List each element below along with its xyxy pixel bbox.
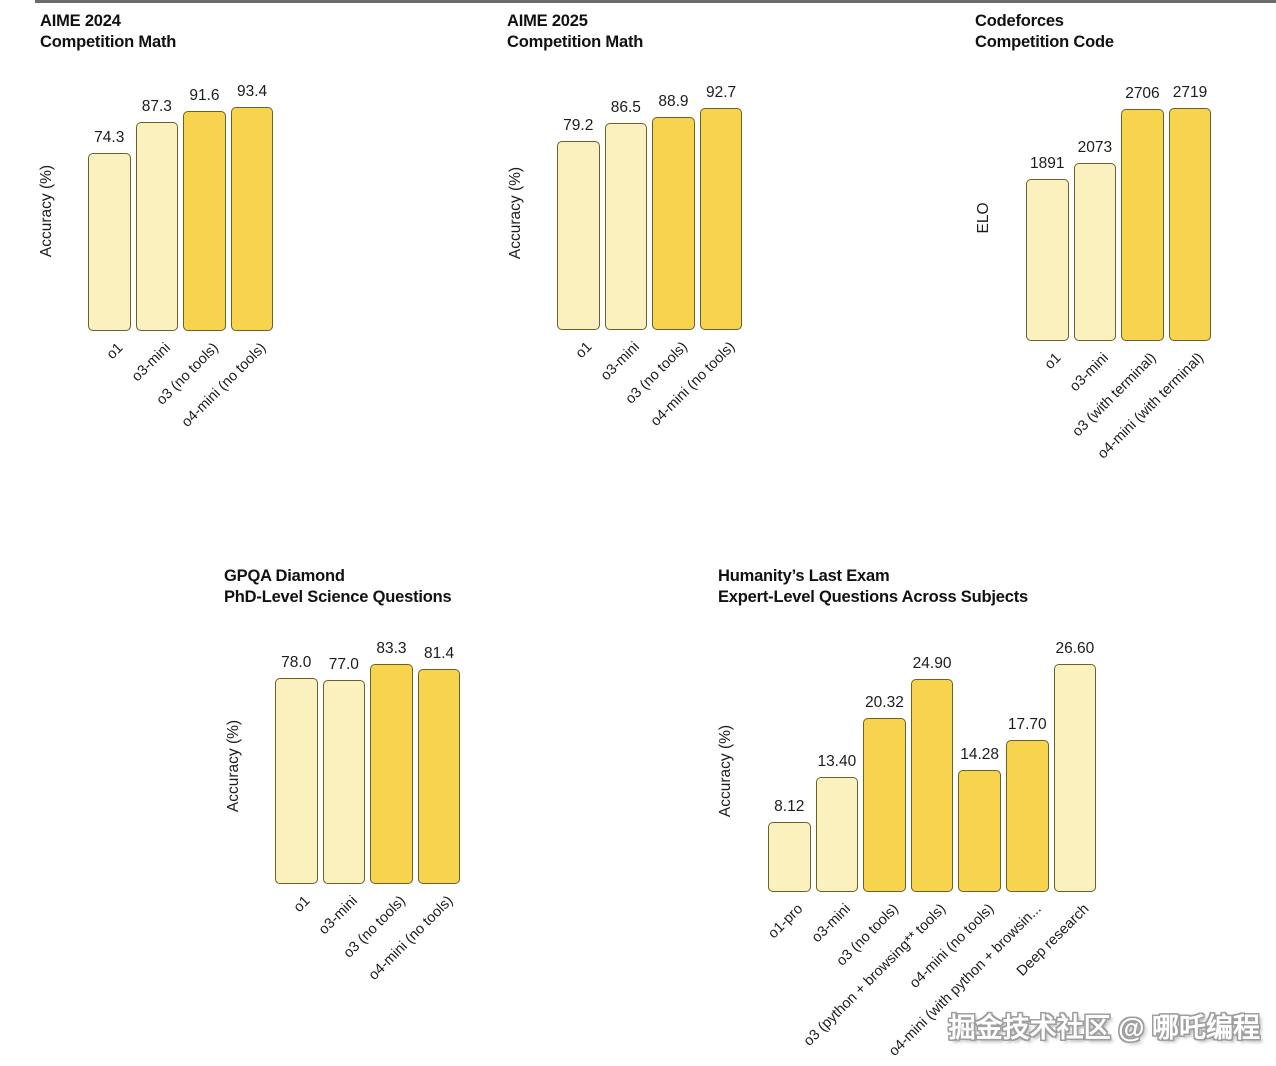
y-axis-label: Accuracy (%)	[717, 724, 734, 818]
chart-title-line: Humanity’s Last Exam	[718, 567, 890, 585]
x-tick-label: o1-pro	[765, 901, 807, 942]
bar	[604, 123, 648, 330]
y-axis-label: ELO	[975, 202, 992, 234]
bar	[88, 153, 131, 331]
x-tick-label: o3-mini	[129, 340, 175, 385]
bar	[135, 122, 179, 331]
bar-value-label: 83.3	[376, 640, 407, 657]
chart-title-line: GPQA Diamond	[224, 567, 345, 585]
bar-value-label: 93.4	[236, 83, 268, 100]
bar-value-label: 24.90	[912, 655, 952, 672]
bar-value-label: 26.60	[1055, 640, 1095, 657]
bar	[370, 664, 413, 884]
bar	[1026, 179, 1069, 341]
bar-value-label: 2073	[1077, 139, 1113, 156]
chart-subtitle-line: Competition Math	[507, 33, 644, 51]
x-tick-label: o3 (with terminal)	[1069, 350, 1160, 440]
bar	[417, 669, 461, 884]
chart-title: Humanity’s Last Exam Expert-Level Questi…	[718, 566, 1028, 608]
bar-value-label: 20.32	[865, 694, 904, 711]
bar-value-label: 78.0	[281, 654, 312, 671]
bar-value-label: 92.7	[705, 84, 737, 101]
top-border-strip	[35, 0, 1276, 3]
chart-title: GPQA Diamond PhD-Level Science Questions	[224, 566, 452, 608]
bar-value-label: 14.28	[960, 746, 1000, 763]
bar-value-label: 2719	[1172, 84, 1208, 101]
x-tick-label: o4-mini (no tools)	[906, 901, 997, 992]
bar	[230, 107, 274, 331]
x-tick-label: o1	[572, 339, 596, 362]
bar	[1006, 740, 1049, 892]
bar	[1053, 664, 1097, 892]
x-tick-label: o4-mini (no tools)	[647, 339, 739, 430]
bar	[1121, 109, 1164, 341]
x-tick-label: o1	[103, 340, 127, 363]
bar	[322, 680, 366, 884]
chart-subtitle-line: Competition Code	[975, 33, 1114, 51]
chart-title-line: Codeforces	[975, 12, 1064, 30]
bar	[958, 770, 1001, 892]
bar-value-label: 74.3	[94, 129, 125, 146]
chart-subtitle-line: PhD-Level Science Questions	[224, 588, 452, 606]
chart-title-line: AIME 2024	[40, 12, 121, 30]
chart-title: AIME 2024 Competition Math	[40, 11, 176, 53]
bar	[768, 822, 811, 892]
bar-value-label: 8.12	[774, 798, 805, 815]
bar-value-label: 87.3	[141, 98, 172, 115]
bar	[275, 678, 318, 884]
chart-title-line: AIME 2025	[507, 12, 588, 30]
x-tick-label: o3-mini	[316, 893, 362, 938]
bar	[863, 718, 906, 892]
bar-value-label: 17.70	[1007, 716, 1047, 733]
bar-value-label: 79.2	[563, 117, 594, 134]
bar	[699, 108, 743, 330]
bar	[183, 111, 226, 331]
chart-title: AIME 2025 Competition Math	[507, 11, 643, 53]
bar-value-label: 13.40	[817, 753, 857, 770]
x-tick-label: o1	[1041, 350, 1065, 373]
bar-value-label: 86.5	[610, 99, 641, 116]
bar	[910, 679, 954, 892]
bar	[1073, 163, 1117, 341]
bar-value-label: 77.0	[328, 656, 359, 673]
chart-subtitle-line: Competition Math	[40, 33, 177, 51]
bar	[557, 141, 600, 330]
chart-title: Codeforces Competition Code	[975, 11, 1114, 53]
bar	[652, 117, 695, 330]
y-axis-label: Accuracy (%)	[507, 166, 524, 260]
bar-value-label: 88.9	[658, 93, 689, 110]
bar	[1168, 108, 1212, 341]
y-axis-label: Accuracy (%)	[38, 164, 55, 258]
x-tick-label: o3-mini	[809, 901, 855, 946]
bar-value-label: 2706	[1125, 85, 1160, 102]
watermark: 掘金技术社区 @ 哪吒编程	[948, 1013, 1260, 1043]
y-axis-label: Accuracy (%)	[225, 719, 242, 813]
x-tick-label: o3-mini	[1067, 350, 1113, 395]
bar-value-label: 81.4	[423, 645, 455, 662]
x-tick-label: o4-mini (no tools)	[178, 340, 270, 431]
bar-value-label: 91.6	[189, 87, 220, 104]
chart-subtitle-line: Expert-Level Questions Across Subjects	[718, 588, 1028, 606]
bar	[815, 777, 859, 892]
x-tick-label: o3-mini	[598, 339, 644, 384]
x-tick-label: o4-mini (no tools)	[365, 893, 457, 984]
bar-value-label: 1891	[1030, 155, 1065, 172]
x-tick-label: o1	[290, 893, 314, 916]
